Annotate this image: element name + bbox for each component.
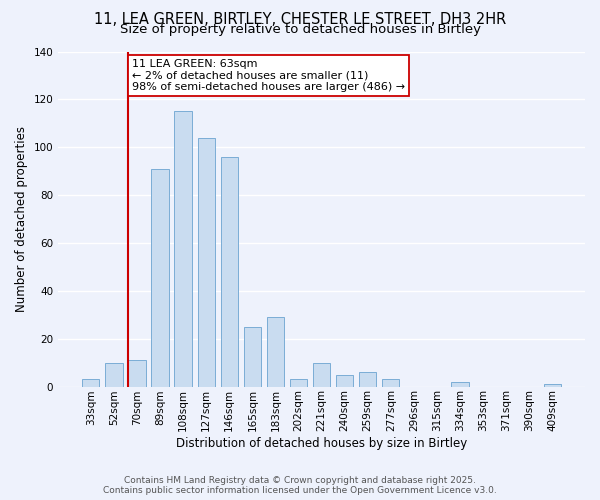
X-axis label: Distribution of detached houses by size in Birtley: Distribution of detached houses by size …	[176, 437, 467, 450]
Text: 11 LEA GREEN: 63sqm
← 2% of detached houses are smaller (11)
98% of semi-detache: 11 LEA GREEN: 63sqm ← 2% of detached hou…	[132, 58, 405, 92]
Bar	[244, 326, 261, 386]
Bar	[197, 138, 215, 386]
Bar	[128, 360, 146, 386]
Bar	[105, 362, 122, 386]
Text: 11, LEA GREEN, BIRTLEY, CHESTER LE STREET, DH3 2HR: 11, LEA GREEN, BIRTLEY, CHESTER LE STREE…	[94, 12, 506, 28]
Bar	[82, 380, 100, 386]
Bar	[175, 112, 192, 386]
Y-axis label: Number of detached properties: Number of detached properties	[15, 126, 28, 312]
Text: Size of property relative to detached houses in Birtley: Size of property relative to detached ho…	[119, 22, 481, 36]
Bar	[336, 374, 353, 386]
Bar	[221, 157, 238, 386]
Bar	[267, 317, 284, 386]
Bar	[290, 380, 307, 386]
Text: Contains HM Land Registry data © Crown copyright and database right 2025.
Contai: Contains HM Land Registry data © Crown c…	[103, 476, 497, 495]
Bar	[151, 169, 169, 386]
Bar	[382, 380, 400, 386]
Bar	[313, 362, 330, 386]
Bar	[544, 384, 561, 386]
Bar	[359, 372, 376, 386]
Bar	[451, 382, 469, 386]
